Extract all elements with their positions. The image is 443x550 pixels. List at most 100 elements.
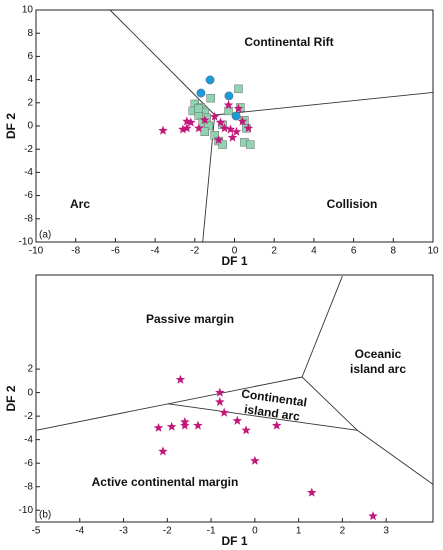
boundary-line [214,91,434,116]
star-point [200,115,210,125]
region-label: Active continental margin [92,475,239,489]
star-point [180,420,190,430]
x-tick-label: -2 [190,246,199,257]
star-point [153,422,164,432]
star-point [182,116,192,126]
star-point [219,123,230,133]
x-axis-label: DF 1 [221,254,247,268]
plot-frame [35,274,434,523]
star-point [209,111,220,121]
star-point [178,124,188,134]
panel-label: (a) [39,230,51,241]
region-label: Oceanic island arc [350,347,406,376]
star-point [186,117,196,127]
y-tick-label: 10 [22,5,34,16]
x-tick-label: 0 [252,526,258,537]
y-tick-label: 4 [27,74,33,85]
square-point [224,106,233,116]
star-point [368,511,378,521]
star-point [194,123,204,133]
boundary-line [109,9,216,116]
star-point [158,125,168,135]
star-point [193,420,203,430]
x-tick-label: 1 [296,526,302,537]
region-label: Continental Rift [244,35,333,49]
y-tick-label: 2 [27,364,33,375]
x-tick-label: 8 [391,246,397,257]
y-tick-label: 6 [27,51,33,62]
y-tick-label: -2 [24,411,33,422]
boundary-line [168,403,358,431]
y-axis-label: DF 2 [4,385,18,411]
star-point [213,134,224,144]
square-point [234,84,243,94]
star-point [158,446,168,456]
x-tick-label: -3 [119,526,128,537]
x-tick-label: 2 [271,246,277,257]
boundary-line [301,376,434,485]
star-point [219,407,229,417]
x-tick-label: 0 [232,246,238,257]
square-point [194,104,203,113]
panel-label: (b) [39,510,51,521]
region-label: Collision [327,197,378,211]
y-tick-label: -4 [24,167,33,178]
x-tick-label: -6 [111,246,120,257]
star-point [223,100,234,110]
y-tick-label: -6 [24,458,33,469]
circle-point [205,75,215,85]
star-point [233,103,244,113]
star-point [175,374,186,384]
star-point [215,397,225,407]
square-point [218,140,227,149]
star-point [241,425,251,435]
star-point [166,421,177,431]
star-point [231,126,242,136]
x-tick-label: 6 [351,246,357,257]
y-tick-label: 2 [27,97,33,108]
star-point [237,116,248,126]
y-tick-label: -10 [19,237,34,248]
star-point [250,455,260,465]
region-label: Passive margin [146,312,234,326]
star-point [243,123,254,133]
square-point [246,140,255,149]
x-tick-label: -10 [29,246,44,257]
y-tick-label: -8 [24,213,33,224]
region-label: Continentalisland arc [238,387,307,425]
star-point [182,123,192,133]
x-tick-label: -1 [207,526,216,537]
x-tick-label: -2 [163,526,172,537]
star-point [225,124,236,134]
y-axis-label: DF 2 [4,113,18,139]
y-tick-label: -4 [24,434,33,445]
x-tick-label: -8 [71,246,80,257]
region-label-line: Oceanic [355,347,402,361]
star-point [272,420,282,430]
y-tick-label: -8 [24,481,33,492]
y-tick-label: -2 [24,144,33,155]
y-tick-label: 0 [27,387,33,398]
circle-point [231,111,241,121]
star-point [215,387,225,397]
x-tick-label: -5 [32,526,41,537]
star-point [227,132,238,142]
y-tick-label: 0 [27,121,33,132]
boundary-line [301,276,343,378]
star-point [232,415,243,425]
x-tick-label: -4 [151,246,160,257]
circle-point [196,88,206,98]
x-tick-label: 10 [427,246,439,257]
region-label-line: island arc [350,362,406,376]
x-tick-label: 4 [311,246,317,257]
x-tick-label: 3 [383,526,389,537]
y-tick-label: 8 [27,28,33,39]
x-tick-label: 2 [340,526,346,537]
square-point [200,127,209,137]
x-tick-label: -4 [75,526,84,537]
star-point [307,487,317,497]
y-tick-label: -10 [19,505,34,516]
y-tick-label: -6 [24,190,33,201]
circle-point [224,91,234,101]
